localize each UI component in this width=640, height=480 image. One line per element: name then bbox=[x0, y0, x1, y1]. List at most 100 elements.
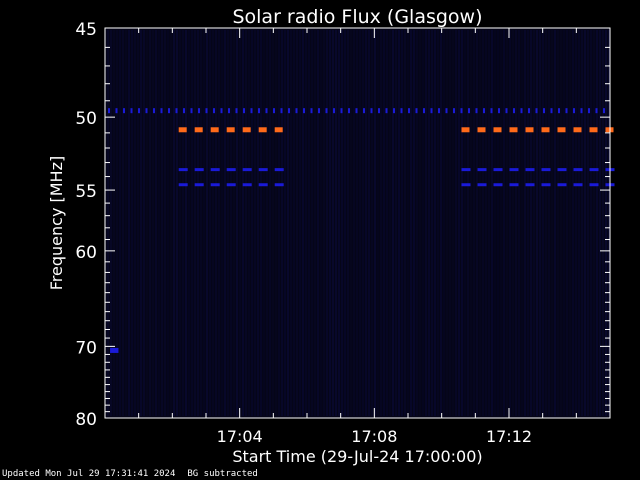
noise-streak bbox=[263, 30, 265, 416]
noise-streak bbox=[194, 30, 196, 416]
emission-band bbox=[535, 108, 538, 114]
emission-band bbox=[423, 108, 425, 114]
x-axis-label: Start Time (29-Jul-24 17:00:00) bbox=[232, 447, 482, 466]
noise-streak bbox=[260, 30, 262, 416]
noise-streak bbox=[344, 30, 346, 416]
noise-streak bbox=[548, 30, 550, 416]
noise-streak bbox=[176, 30, 178, 416]
emission-band bbox=[453, 108, 455, 114]
emission-band bbox=[258, 168, 268, 172]
emission-band bbox=[438, 108, 440, 114]
noise-streak bbox=[254, 30, 256, 416]
emission-band bbox=[525, 127, 534, 133]
noise-streak bbox=[401, 30, 403, 416]
emission-band bbox=[220, 108, 223, 114]
noise-streak bbox=[173, 30, 175, 416]
emission-band bbox=[525, 168, 535, 172]
emission-band bbox=[226, 127, 235, 133]
noise-streak bbox=[203, 30, 205, 416]
emission-band bbox=[565, 108, 568, 114]
y-tick-label: 70 bbox=[75, 338, 97, 358]
emission-band bbox=[558, 108, 560, 114]
noise-streak bbox=[392, 30, 394, 416]
noise-streak bbox=[464, 30, 466, 416]
noise-streak bbox=[266, 30, 268, 416]
noise-streak bbox=[152, 30, 154, 416]
emission-band bbox=[168, 108, 170, 114]
noise-streak bbox=[302, 30, 304, 416]
noise-streak bbox=[107, 30, 109, 416]
noise-streak bbox=[272, 30, 274, 416]
noise-streak bbox=[257, 30, 259, 416]
y-tick-label: 80 bbox=[75, 410, 97, 430]
noise-streak bbox=[218, 30, 220, 416]
noise-streak bbox=[530, 30, 532, 416]
noise-streak bbox=[182, 30, 184, 416]
emission-band bbox=[295, 108, 298, 114]
noise-streak bbox=[356, 30, 358, 416]
emission-band bbox=[557, 168, 567, 172]
y-tick-label: 60 bbox=[75, 243, 97, 263]
noise-streak bbox=[347, 30, 349, 416]
noise-streak bbox=[536, 30, 538, 416]
emission-band bbox=[138, 108, 140, 114]
noise-streak bbox=[200, 30, 202, 416]
emission-band bbox=[509, 168, 519, 172]
emission-band bbox=[477, 168, 487, 172]
emission-band bbox=[493, 183, 503, 187]
emission-band bbox=[589, 127, 598, 133]
noise-streak bbox=[545, 30, 547, 416]
noise-streak bbox=[167, 30, 169, 416]
noise-streak bbox=[569, 30, 571, 416]
noise-streak bbox=[599, 30, 601, 416]
noise-streak bbox=[164, 30, 166, 416]
emission-band bbox=[415, 108, 418, 114]
noise-streak bbox=[134, 30, 136, 416]
noise-streak bbox=[353, 30, 355, 416]
emission-band bbox=[258, 127, 267, 133]
y-tick-label: 55 bbox=[75, 182, 97, 202]
noise-streak bbox=[191, 30, 193, 416]
noise-streak bbox=[146, 30, 148, 416]
emission-band bbox=[242, 168, 252, 172]
noise-streak bbox=[179, 30, 181, 416]
emission-band bbox=[603, 108, 605, 114]
emission-band bbox=[194, 127, 203, 133]
noise-streak bbox=[440, 30, 442, 416]
noise-streak bbox=[527, 30, 529, 416]
emission-band bbox=[153, 108, 155, 114]
plot-area bbox=[105, 28, 610, 418]
noise-streak bbox=[533, 30, 535, 416]
emission-band bbox=[430, 108, 433, 114]
emission-band bbox=[288, 108, 290, 114]
noise-streak bbox=[539, 30, 541, 416]
emission-band bbox=[355, 108, 358, 114]
noise-streak bbox=[593, 30, 595, 416]
emission-band bbox=[228, 108, 230, 114]
noise-streak bbox=[587, 30, 589, 416]
noise-streak bbox=[284, 30, 286, 416]
emission-band bbox=[190, 108, 193, 114]
noise-streak bbox=[185, 30, 187, 416]
emission-band bbox=[541, 127, 550, 133]
noise-streak bbox=[329, 30, 331, 416]
emission-band bbox=[468, 108, 470, 114]
emission-band bbox=[325, 108, 328, 114]
emission-band bbox=[235, 108, 238, 114]
emission-band bbox=[393, 108, 395, 114]
noise-streak bbox=[245, 30, 247, 416]
emission-band bbox=[589, 168, 599, 172]
noise-streak bbox=[494, 30, 496, 416]
emission-band bbox=[493, 168, 503, 172]
emission-band bbox=[242, 127, 251, 133]
emission-band bbox=[378, 108, 380, 114]
noise-streak bbox=[503, 30, 505, 416]
y-axis: 45 50 55 60 70 80 bbox=[75, 20, 610, 430]
noise-streak bbox=[359, 30, 361, 416]
updated-timestamp: Updated Mon Jul 29 17:31:41 2024 bbox=[2, 469, 176, 479]
noise-streak bbox=[461, 30, 463, 416]
emission-band bbox=[194, 168, 204, 172]
noise-streak bbox=[443, 30, 445, 416]
x-tick-label: 17:04 bbox=[217, 427, 263, 446]
emission-band bbox=[178, 127, 187, 133]
